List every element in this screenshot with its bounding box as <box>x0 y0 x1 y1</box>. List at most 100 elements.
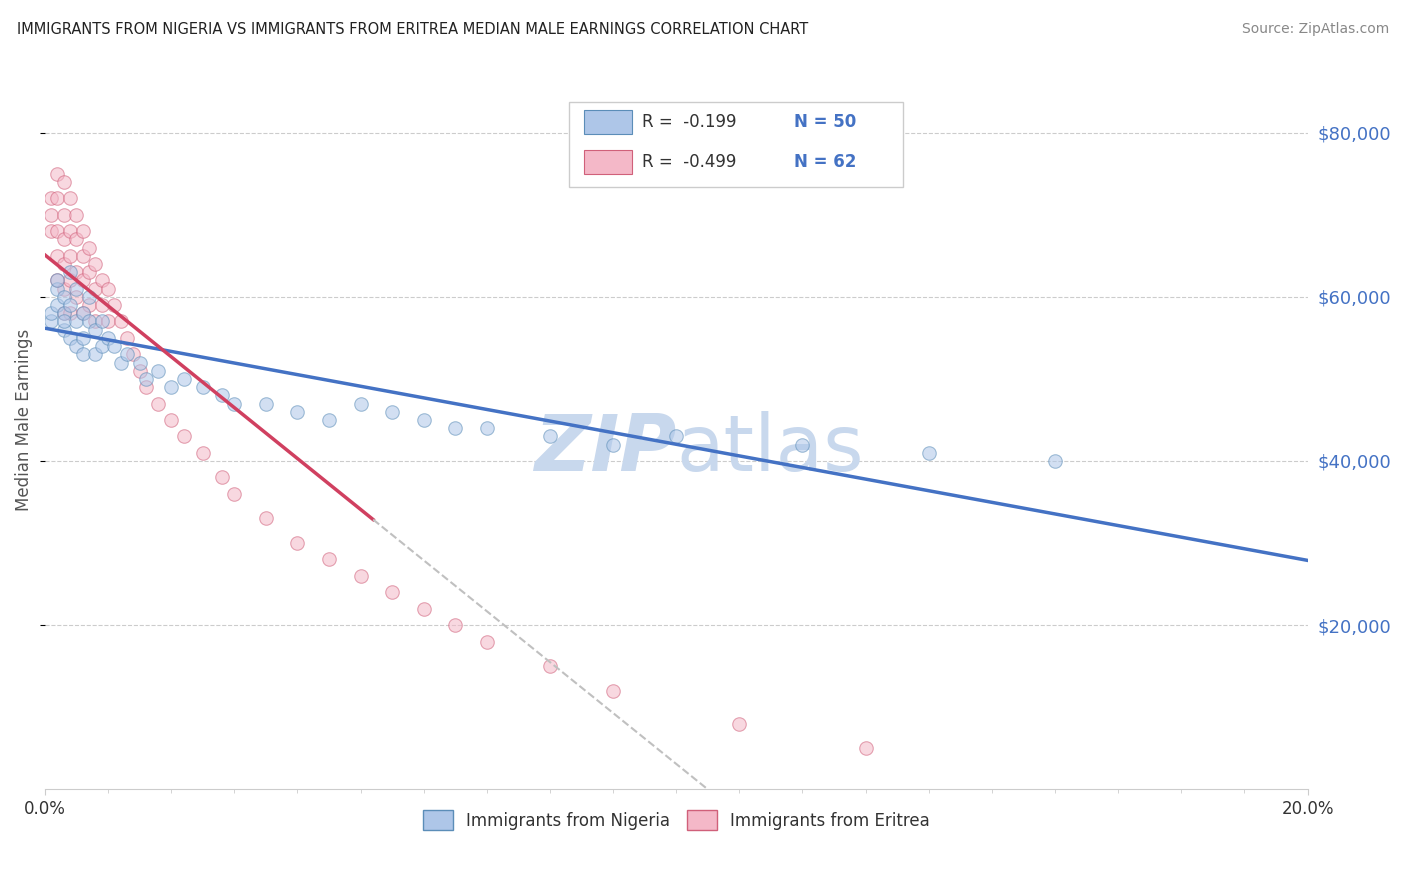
Point <box>46 298 69 312</box>
Point <box>39 306 62 320</box>
Point <box>65 339 87 353</box>
Point <box>224 487 246 501</box>
Point <box>59 306 82 320</box>
Point <box>65 265 87 279</box>
Point <box>918 446 941 460</box>
Point <box>84 282 107 296</box>
Point <box>728 716 751 731</box>
Point <box>65 290 87 304</box>
Point <box>72 249 94 263</box>
Point <box>173 372 195 386</box>
Point <box>72 306 94 320</box>
Point <box>412 601 434 615</box>
Point <box>39 208 62 222</box>
Point <box>39 224 62 238</box>
Point <box>97 331 120 345</box>
Point <box>128 355 150 369</box>
Legend: Immigrants from Nigeria, Immigrants from Eritrea: Immigrants from Nigeria, Immigrants from… <box>416 804 936 837</box>
Point <box>665 429 688 443</box>
Point <box>148 364 170 378</box>
Point <box>59 331 82 345</box>
Point <box>46 282 69 296</box>
Point <box>59 265 82 279</box>
Point <box>475 634 498 648</box>
Point <box>318 413 340 427</box>
Point <box>59 191 82 205</box>
Y-axis label: Median Male Earnings: Median Male Earnings <box>15 329 32 511</box>
Point <box>444 618 467 632</box>
Point <box>72 273 94 287</box>
Point <box>349 396 371 410</box>
Point <box>65 314 87 328</box>
Point <box>122 347 145 361</box>
Point <box>115 331 138 345</box>
Text: R =  -0.199: R = -0.199 <box>643 113 737 131</box>
Point <box>160 413 183 427</box>
Point <box>349 569 371 583</box>
Point <box>135 372 157 386</box>
Point <box>39 191 62 205</box>
FancyBboxPatch shape <box>569 103 904 187</box>
Point <box>412 413 434 427</box>
Point <box>90 339 112 353</box>
Point <box>46 167 69 181</box>
Point <box>39 314 62 328</box>
Point <box>110 355 132 369</box>
Point <box>77 265 100 279</box>
Point <box>77 314 100 328</box>
Point <box>59 273 82 287</box>
Text: IMMIGRANTS FROM NIGERIA VS IMMIGRANTS FROM ERITREA MEDIAN MALE EARNINGS CORRELAT: IMMIGRANTS FROM NIGERIA VS IMMIGRANTS FR… <box>17 22 808 37</box>
Point <box>59 298 82 312</box>
Point <box>84 347 107 361</box>
Point <box>77 241 100 255</box>
Point <box>254 396 277 410</box>
Text: R =  -0.499: R = -0.499 <box>643 153 737 171</box>
Point <box>77 298 100 312</box>
Point <box>173 429 195 443</box>
Point <box>287 536 309 550</box>
Point <box>46 224 69 238</box>
Text: atlas: atlas <box>676 411 863 488</box>
Point <box>90 273 112 287</box>
Point <box>59 249 82 263</box>
Point <box>211 470 233 484</box>
Point <box>52 306 75 320</box>
Point <box>46 273 69 287</box>
Point <box>160 380 183 394</box>
Point <box>90 314 112 328</box>
Point <box>538 429 561 443</box>
Point <box>46 273 69 287</box>
Text: Source: ZipAtlas.com: Source: ZipAtlas.com <box>1241 22 1389 37</box>
Bar <box>583 110 631 134</box>
Point <box>52 208 75 222</box>
Point <box>135 380 157 394</box>
Point <box>254 511 277 525</box>
Point <box>52 290 75 304</box>
Text: N = 50: N = 50 <box>793 113 856 131</box>
Point <box>224 396 246 410</box>
Point <box>1043 454 1066 468</box>
Point <box>103 298 125 312</box>
Point <box>72 306 94 320</box>
Point <box>65 282 87 296</box>
Text: ZIP: ZIP <box>534 411 676 488</box>
Point <box>211 388 233 402</box>
Point <box>148 396 170 410</box>
Point <box>84 257 107 271</box>
Point <box>191 446 214 460</box>
Point <box>59 224 82 238</box>
Point <box>72 224 94 238</box>
Point <box>72 331 94 345</box>
Point <box>52 282 75 296</box>
Point <box>115 347 138 361</box>
Point <box>792 437 814 451</box>
Point <box>52 314 75 328</box>
Point <box>52 232 75 246</box>
Point <box>602 683 624 698</box>
Point <box>65 208 87 222</box>
Point <box>52 323 75 337</box>
Point <box>46 249 69 263</box>
Point <box>110 314 132 328</box>
Point <box>128 364 150 378</box>
Point <box>52 257 75 271</box>
